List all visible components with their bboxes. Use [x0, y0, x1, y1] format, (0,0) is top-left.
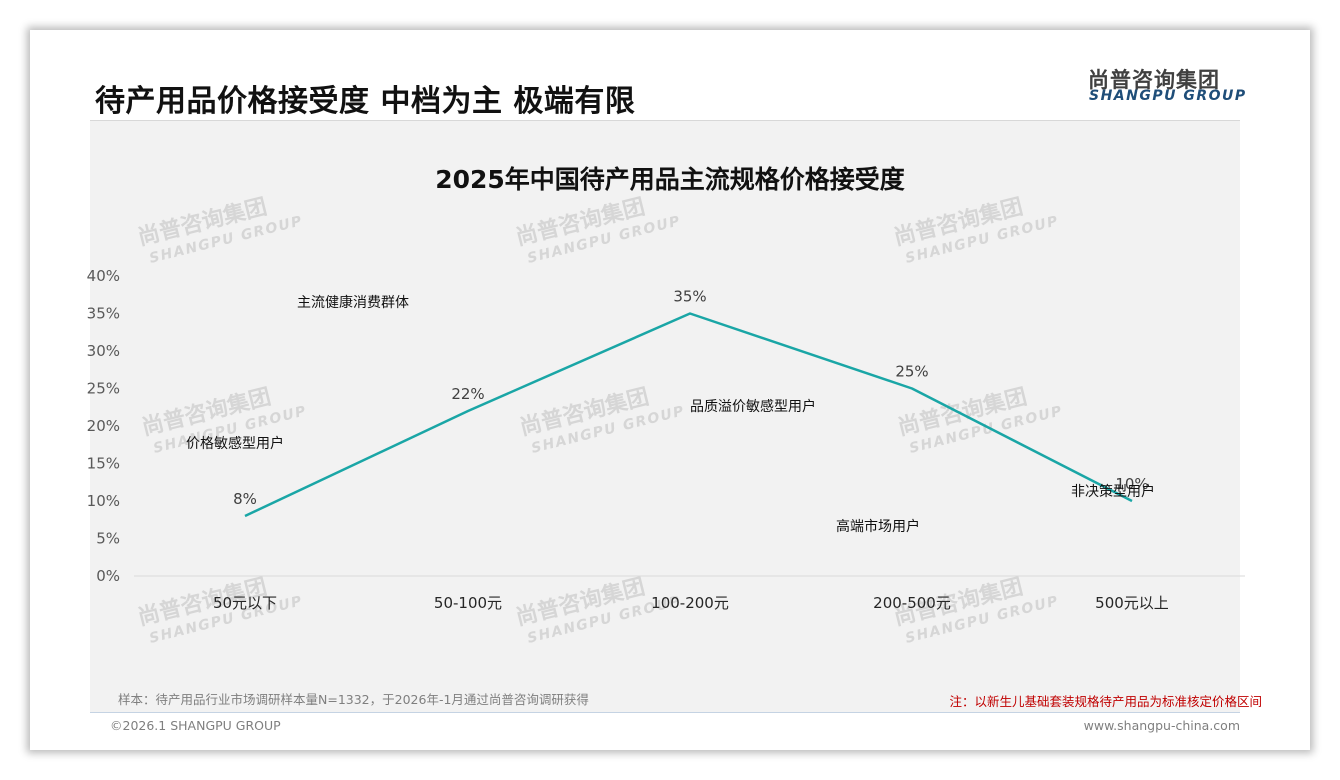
y-tick-label: 0% — [96, 567, 120, 585]
annotation-label: 价格敏感型用户 — [186, 435, 284, 452]
y-tick-label: 30% — [87, 342, 120, 360]
x-tick-label: 50元以下 — [213, 594, 277, 612]
y-tick-label: 20% — [87, 417, 120, 435]
slide: 待产用品价格接受度 中档为主 极端有限 尚普咨询集团 SHANGPU GROUP… — [30, 30, 1310, 750]
y-tick-label: 10% — [87, 492, 120, 510]
annotation-label: 主流健康消费群体 — [297, 294, 409, 311]
x-tick-label: 500元以上 — [1095, 594, 1169, 612]
annotation-label: 品质溢价敏感型用户 — [690, 398, 816, 415]
chart-title: 2025年中国待产用品主流规格价格接受度 — [435, 165, 905, 194]
x-axis: 50元以下 50-100元 100-200元 200-500元 500元以上 — [213, 594, 1169, 612]
y-axis: 0% 5% 10% 15% 20% 25% 30% 35% 40% — [87, 267, 120, 585]
y-tick-label: 40% — [87, 267, 120, 285]
y-tick-label: 25% — [87, 380, 120, 398]
sample-note: 样本：待产用品行业市场调研样本量N=1332，于2026年-1月通过尚普咨询调研… — [118, 692, 589, 707]
y-tick-label: 5% — [96, 530, 120, 548]
logo-chinese: 尚普咨询集团 — [1088, 68, 1220, 92]
data-label: 25% — [895, 363, 928, 381]
y-tick-label: 35% — [87, 305, 120, 323]
data-label: 8% — [233, 490, 257, 508]
price-note: 注：以新生儿基础套装规格待产用品为标准核定价格区间 — [949, 694, 1262, 709]
title-divider — [90, 120, 1240, 121]
data-label: 35% — [673, 288, 706, 306]
logo-english: SHANGPU GROUP — [1089, 88, 1247, 104]
annotation-label: 非决策型用户 — [1071, 483, 1155, 500]
y-tick-label: 15% — [87, 455, 120, 473]
copyright: ©2026.1 SHANGPU GROUP — [110, 718, 281, 733]
website-link[interactable]: www.shangpu-china.com — [1083, 718, 1240, 733]
chart-panel — [90, 120, 1240, 712]
data-label: 22% — [451, 385, 484, 403]
data-label: 10% — [1115, 475, 1148, 493]
footer-divider — [90, 712, 1240, 713]
x-tick-label: 100-200元 — [651, 594, 729, 612]
x-tick-label: 200-500元 — [873, 594, 951, 612]
series-line — [244, 312, 1133, 518]
x-tick-label: 50-100元 — [434, 594, 502, 612]
annotation-label: 高端市场用户 — [836, 518, 920, 535]
page-title: 待产用品价格接受度 中档为主 极端有限 — [95, 84, 636, 119]
data-labels: 8% 22% 35% 25% 10% — [233, 288, 1149, 509]
